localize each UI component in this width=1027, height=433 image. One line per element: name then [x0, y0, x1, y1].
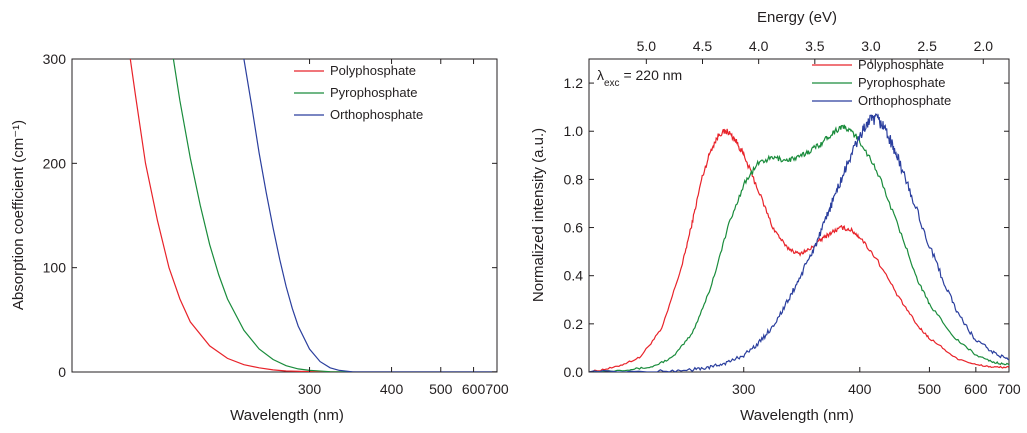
- y-tick-label: 0.0: [564, 364, 584, 380]
- y-axis-ticks: 0.0 0.2 0.4 0.6 0.8 1.0 1.2: [564, 75, 1009, 380]
- plot-frame: [588, 58, 1010, 373]
- x-tick-label: 700: [997, 381, 1021, 397]
- legend-label: Polyphosphate: [858, 57, 944, 72]
- x-axis-title: Wavelength (nm): [230, 407, 344, 424]
- energy-tick-label: 5.0: [637, 38, 657, 54]
- series-line-orthophosphate: [243, 59, 497, 372]
- legend: Polyphosphate Pyrophosphate Orthophosphate: [812, 57, 951, 108]
- x-tick-label: 400: [848, 381, 872, 397]
- x-tick-label: 700: [485, 381, 509, 397]
- energy-axis-ticks: 5.0 4.5 4.0 3.5 3.0 2.5 2.0: [637, 38, 994, 64]
- legend-label: Pyrophosphate: [858, 75, 945, 90]
- energy-tick-label: 4.5: [693, 38, 713, 54]
- energy-tick-label: 2.5: [917, 38, 937, 54]
- x-tick-label: 300: [298, 381, 322, 397]
- energy-tick-label: 3.0: [861, 38, 881, 54]
- absorption-chart: 0 100 200 300 300 400 500 600 700 Wavelength (n…: [10, 51, 509, 424]
- series-line-polyphosphate: [129, 59, 497, 372]
- excitation-annotation: λexc = 220 nm: [597, 67, 682, 89]
- x-axis-ticks: 300 400 500 600 700: [298, 59, 509, 397]
- legend-label: Orthophosphate: [330, 107, 423, 122]
- y-axis-title: Absorption coefficient (cm⁻¹): [10, 120, 27, 310]
- y-tick-label: 200: [43, 155, 67, 171]
- x-axis-title: Wavelength (nm): [740, 407, 854, 424]
- y-tick-label: 0.4: [564, 268, 584, 284]
- x-axis-ticks: 300 400 500 600 700: [732, 367, 1021, 397]
- y-tick-label: 0.8: [564, 171, 584, 187]
- x-tick-label: 600: [462, 381, 486, 397]
- legend: Polyphosphate Pyrophosphate Orthophosphate: [294, 63, 423, 122]
- emission-chart: 0.0 0.2 0.4 0.6 0.8 1.0 1.2 300 400 500 600 700 5.…: [530, 9, 1021, 424]
- energy-tick-label: 2.0: [974, 38, 994, 54]
- absorption-series: [129, 59, 497, 372]
- series-line-orthophosphate: [589, 113, 1009, 372]
- y-axis-ticks: 0 100 200 300: [43, 51, 497, 380]
- y-tick-label: 0.2: [564, 316, 584, 332]
- legend-label: Polyphosphate: [330, 63, 416, 78]
- legend-label: Pyrophosphate: [330, 85, 417, 100]
- y-tick-label: 0.6: [564, 220, 584, 236]
- series-line-pyrophosphate: [589, 124, 1009, 372]
- x-tick-label: 300: [732, 381, 756, 397]
- x-tick-label: 600: [964, 381, 988, 397]
- y-tick-label: 1.0: [564, 123, 584, 139]
- secondary-x-axis-title: Energy (eV): [757, 9, 837, 26]
- series-line-pyrophosphate: [172, 59, 497, 372]
- legend-label: Orthophosphate: [858, 93, 951, 108]
- plot-frame: [71, 58, 498, 373]
- x-tick-label: 500: [429, 381, 453, 397]
- energy-tick-label: 4.0: [749, 38, 769, 54]
- y-tick-label: 300: [43, 51, 67, 67]
- emission-series: [589, 113, 1009, 372]
- energy-tick-label: 3.5: [805, 38, 825, 54]
- y-tick-label: 100: [43, 260, 67, 276]
- x-tick-label: 400: [380, 381, 404, 397]
- y-tick-label: 1.2: [564, 75, 584, 91]
- y-tick-label: 0: [58, 364, 66, 380]
- series-line-polyphosphate: [589, 128, 1009, 372]
- x-tick-label: 500: [918, 381, 942, 397]
- y-axis-title: Normalized intensity (a.u.): [530, 128, 547, 302]
